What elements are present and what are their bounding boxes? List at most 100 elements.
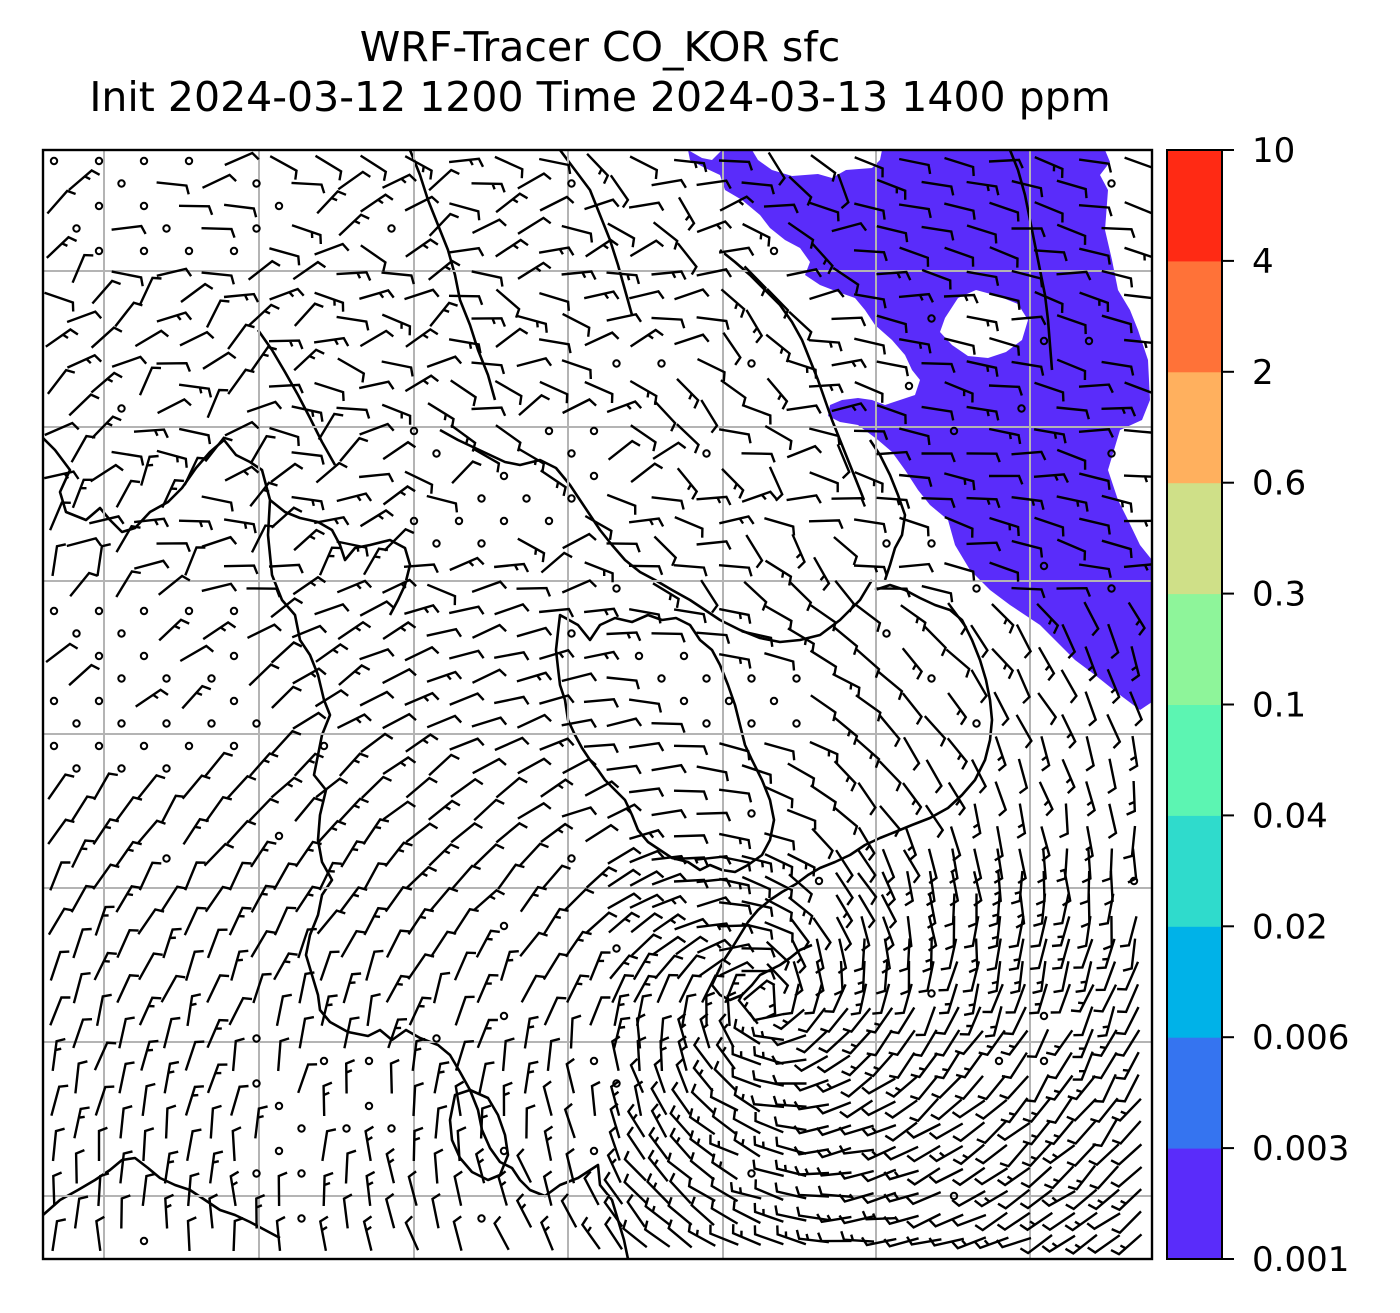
wind-barb xyxy=(752,1159,784,1178)
wind-barb xyxy=(700,399,719,434)
wind-barb xyxy=(539,380,569,404)
wind-barb xyxy=(764,853,794,877)
wind-barb xyxy=(163,1150,179,1184)
wind-barb xyxy=(1011,179,1044,198)
wind-barb xyxy=(381,403,412,425)
wind-barb xyxy=(206,388,229,419)
calm-wind-circle xyxy=(297,1169,306,1178)
wind-barb xyxy=(772,1074,807,1085)
wind-barb xyxy=(812,917,832,951)
wind-barb xyxy=(223,203,258,218)
wind-barb xyxy=(1061,713,1077,749)
wind-barb xyxy=(732,1109,761,1135)
wind-barb xyxy=(359,690,395,707)
wind-barb xyxy=(628,787,665,798)
wind-barb xyxy=(434,1104,448,1139)
wind-barb xyxy=(201,227,236,238)
calm-wind-circle xyxy=(724,696,734,706)
wind-barb xyxy=(864,1052,894,1078)
wind-barb xyxy=(495,821,528,844)
wind-barb xyxy=(789,917,810,951)
wind-barb xyxy=(160,885,187,913)
wind-barb xyxy=(630,424,657,452)
wind-barb xyxy=(689,1151,716,1181)
calm-wind-circle xyxy=(229,606,239,616)
coastline-japan-kyushu xyxy=(710,943,813,1002)
wind-barb xyxy=(1041,1234,1076,1253)
wind-barb xyxy=(501,1037,515,1072)
wind-barb xyxy=(1042,1144,1076,1165)
wind-barb xyxy=(569,1014,582,1049)
wind-barb xyxy=(273,862,298,891)
calm-wind-circle xyxy=(252,224,261,233)
wind-barb xyxy=(1010,960,1024,995)
wind-barb xyxy=(857,849,877,884)
wind-barb xyxy=(1067,1074,1097,1101)
wind-barb xyxy=(674,515,704,538)
wind-barb xyxy=(344,1058,356,1094)
wind-barb xyxy=(994,781,1008,817)
wind-barb xyxy=(1026,1028,1050,1059)
wind-barb xyxy=(1011,496,1045,510)
wind-barb xyxy=(1033,473,1069,484)
wind-barb xyxy=(1019,1189,1053,1210)
wind-barb xyxy=(494,736,530,752)
wind-barb xyxy=(1015,714,1033,749)
wind-barb xyxy=(71,253,94,284)
wind-barb xyxy=(583,607,620,618)
calm-wind-circle xyxy=(1017,404,1026,413)
coastline-south xyxy=(43,1156,281,1240)
wind-barb xyxy=(696,495,732,506)
wind-barb xyxy=(776,1225,807,1246)
wind-barb xyxy=(1124,201,1152,223)
wind-barb xyxy=(651,872,688,886)
wind-barb xyxy=(49,861,71,891)
colorbar-tick-label: 0.02 xyxy=(1252,907,1328,947)
wind-barb xyxy=(516,626,553,638)
wind-barb xyxy=(696,896,733,908)
wind-barb xyxy=(184,1085,204,1116)
wind-barb xyxy=(1016,803,1027,839)
wind-barb xyxy=(921,268,952,290)
wind-barb xyxy=(584,780,620,797)
wind-barb xyxy=(710,1199,739,1225)
wind-barb xyxy=(831,358,867,369)
wind-barb xyxy=(885,1076,918,1098)
calm-wind-circle xyxy=(589,1146,599,1156)
wind-barb xyxy=(1087,1234,1121,1254)
calm-wind-circle xyxy=(297,1124,306,1133)
wind-barb xyxy=(718,564,753,577)
wind-barb xyxy=(561,806,598,818)
wind-barb xyxy=(994,736,1007,772)
wind-barb xyxy=(652,913,687,933)
calm-wind-circle xyxy=(72,719,81,728)
wind-barb xyxy=(1045,1074,1074,1101)
wind-barb xyxy=(607,868,642,888)
colorbar-band xyxy=(1167,150,1222,262)
wind-barb xyxy=(659,1014,673,1049)
calm-wind-circle xyxy=(972,719,981,728)
wind-barb xyxy=(1056,586,1092,598)
calm-wind-circle xyxy=(1084,336,1094,346)
wind-barb xyxy=(629,893,665,909)
wind-barb xyxy=(1079,291,1110,312)
wind-barb xyxy=(1073,938,1094,969)
wind-barb xyxy=(987,915,1002,950)
wind-barb xyxy=(1038,781,1054,817)
calm-wind-circle xyxy=(274,1146,284,1156)
wind-barb xyxy=(741,181,775,195)
wind-barb xyxy=(427,799,461,821)
colorbar-band xyxy=(1167,1148,1222,1260)
wind-barb xyxy=(987,960,1002,995)
river-2 xyxy=(256,329,337,466)
wind-barb xyxy=(764,785,794,809)
wind-barb xyxy=(1093,1073,1117,1103)
wind-barb xyxy=(629,289,665,300)
colorbar-band xyxy=(1167,260,1222,373)
wind-barb xyxy=(337,357,366,383)
wind-barb xyxy=(250,524,275,553)
wind-barb xyxy=(120,1194,131,1229)
wind-barb xyxy=(452,1215,463,1252)
wind-barb xyxy=(471,668,507,684)
calm-wind-circle xyxy=(409,426,419,436)
